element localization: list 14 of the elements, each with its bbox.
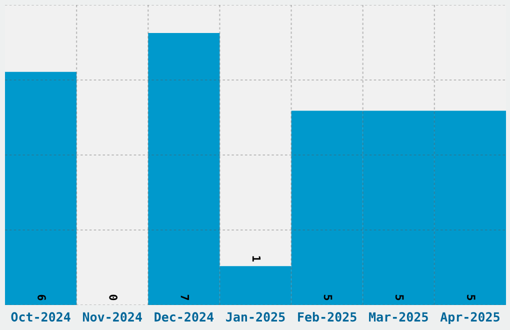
data-label: 5 bbox=[395, 294, 404, 300]
x-tick-label: Jan-2025 bbox=[226, 312, 285, 322]
x-tick-label: Feb-2025 bbox=[298, 312, 356, 322]
data-label: 1 bbox=[252, 256, 261, 262]
data-label: 5 bbox=[466, 294, 476, 300]
x-tick-label: Oct-2024 bbox=[11, 312, 70, 322]
data-label: 6 bbox=[38, 294, 46, 300]
data-label: 5 bbox=[324, 294, 332, 300]
x-tick-label: Mar-2025 bbox=[369, 312, 428, 322]
x-tick-label: Apr-2025 bbox=[440, 312, 500, 324]
x-tick-label: Dec-2024 bbox=[154, 312, 214, 322]
x-tick-label: Nov-2024 bbox=[82, 312, 142, 322]
data-label: 0 bbox=[109, 294, 118, 300]
data-label: 7 bbox=[180, 294, 189, 300]
